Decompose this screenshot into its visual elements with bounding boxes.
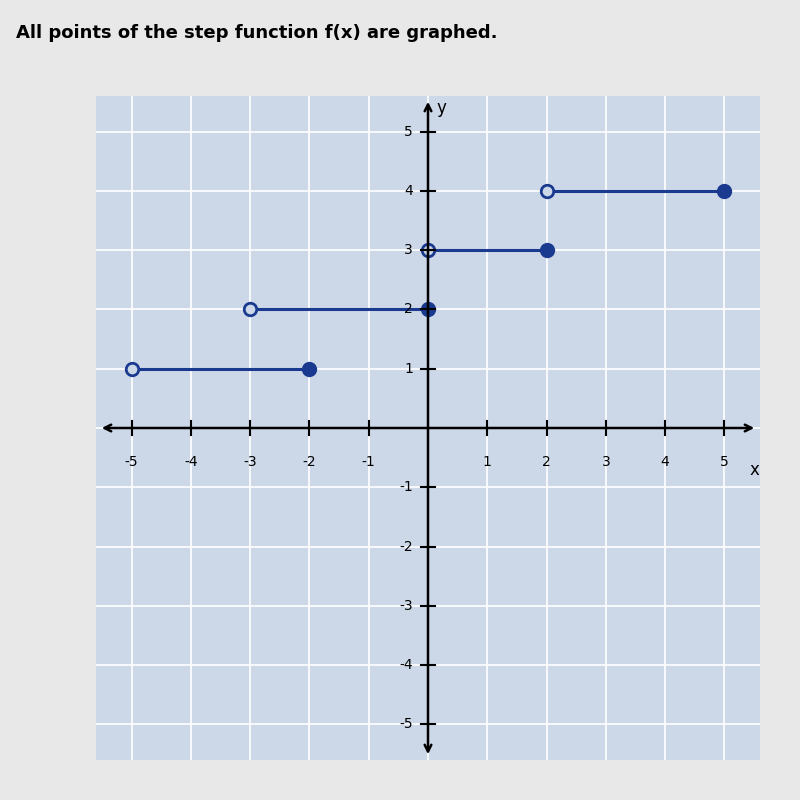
- Text: 2: 2: [542, 454, 551, 469]
- Text: 4: 4: [661, 454, 670, 469]
- Text: y: y: [437, 99, 446, 117]
- Text: 5: 5: [405, 125, 413, 138]
- Text: -5: -5: [125, 454, 138, 469]
- Text: -5: -5: [399, 718, 413, 731]
- Text: 4: 4: [405, 184, 413, 198]
- Text: -2: -2: [399, 539, 413, 554]
- Text: All points of the step function f(x) are graphed.: All points of the step function f(x) are…: [16, 24, 498, 42]
- Text: 2: 2: [405, 302, 413, 317]
- Text: 1: 1: [404, 362, 413, 376]
- Text: x: x: [749, 461, 759, 478]
- Text: -3: -3: [243, 454, 257, 469]
- Text: 3: 3: [602, 454, 610, 469]
- Text: -3: -3: [399, 599, 413, 613]
- Text: -4: -4: [399, 658, 413, 672]
- Text: -1: -1: [399, 480, 413, 494]
- Text: -4: -4: [184, 454, 198, 469]
- Text: 5: 5: [720, 454, 729, 469]
- Text: 1: 1: [483, 454, 492, 469]
- Text: -1: -1: [362, 454, 375, 469]
- Text: -2: -2: [302, 454, 316, 469]
- Text: 3: 3: [405, 243, 413, 257]
